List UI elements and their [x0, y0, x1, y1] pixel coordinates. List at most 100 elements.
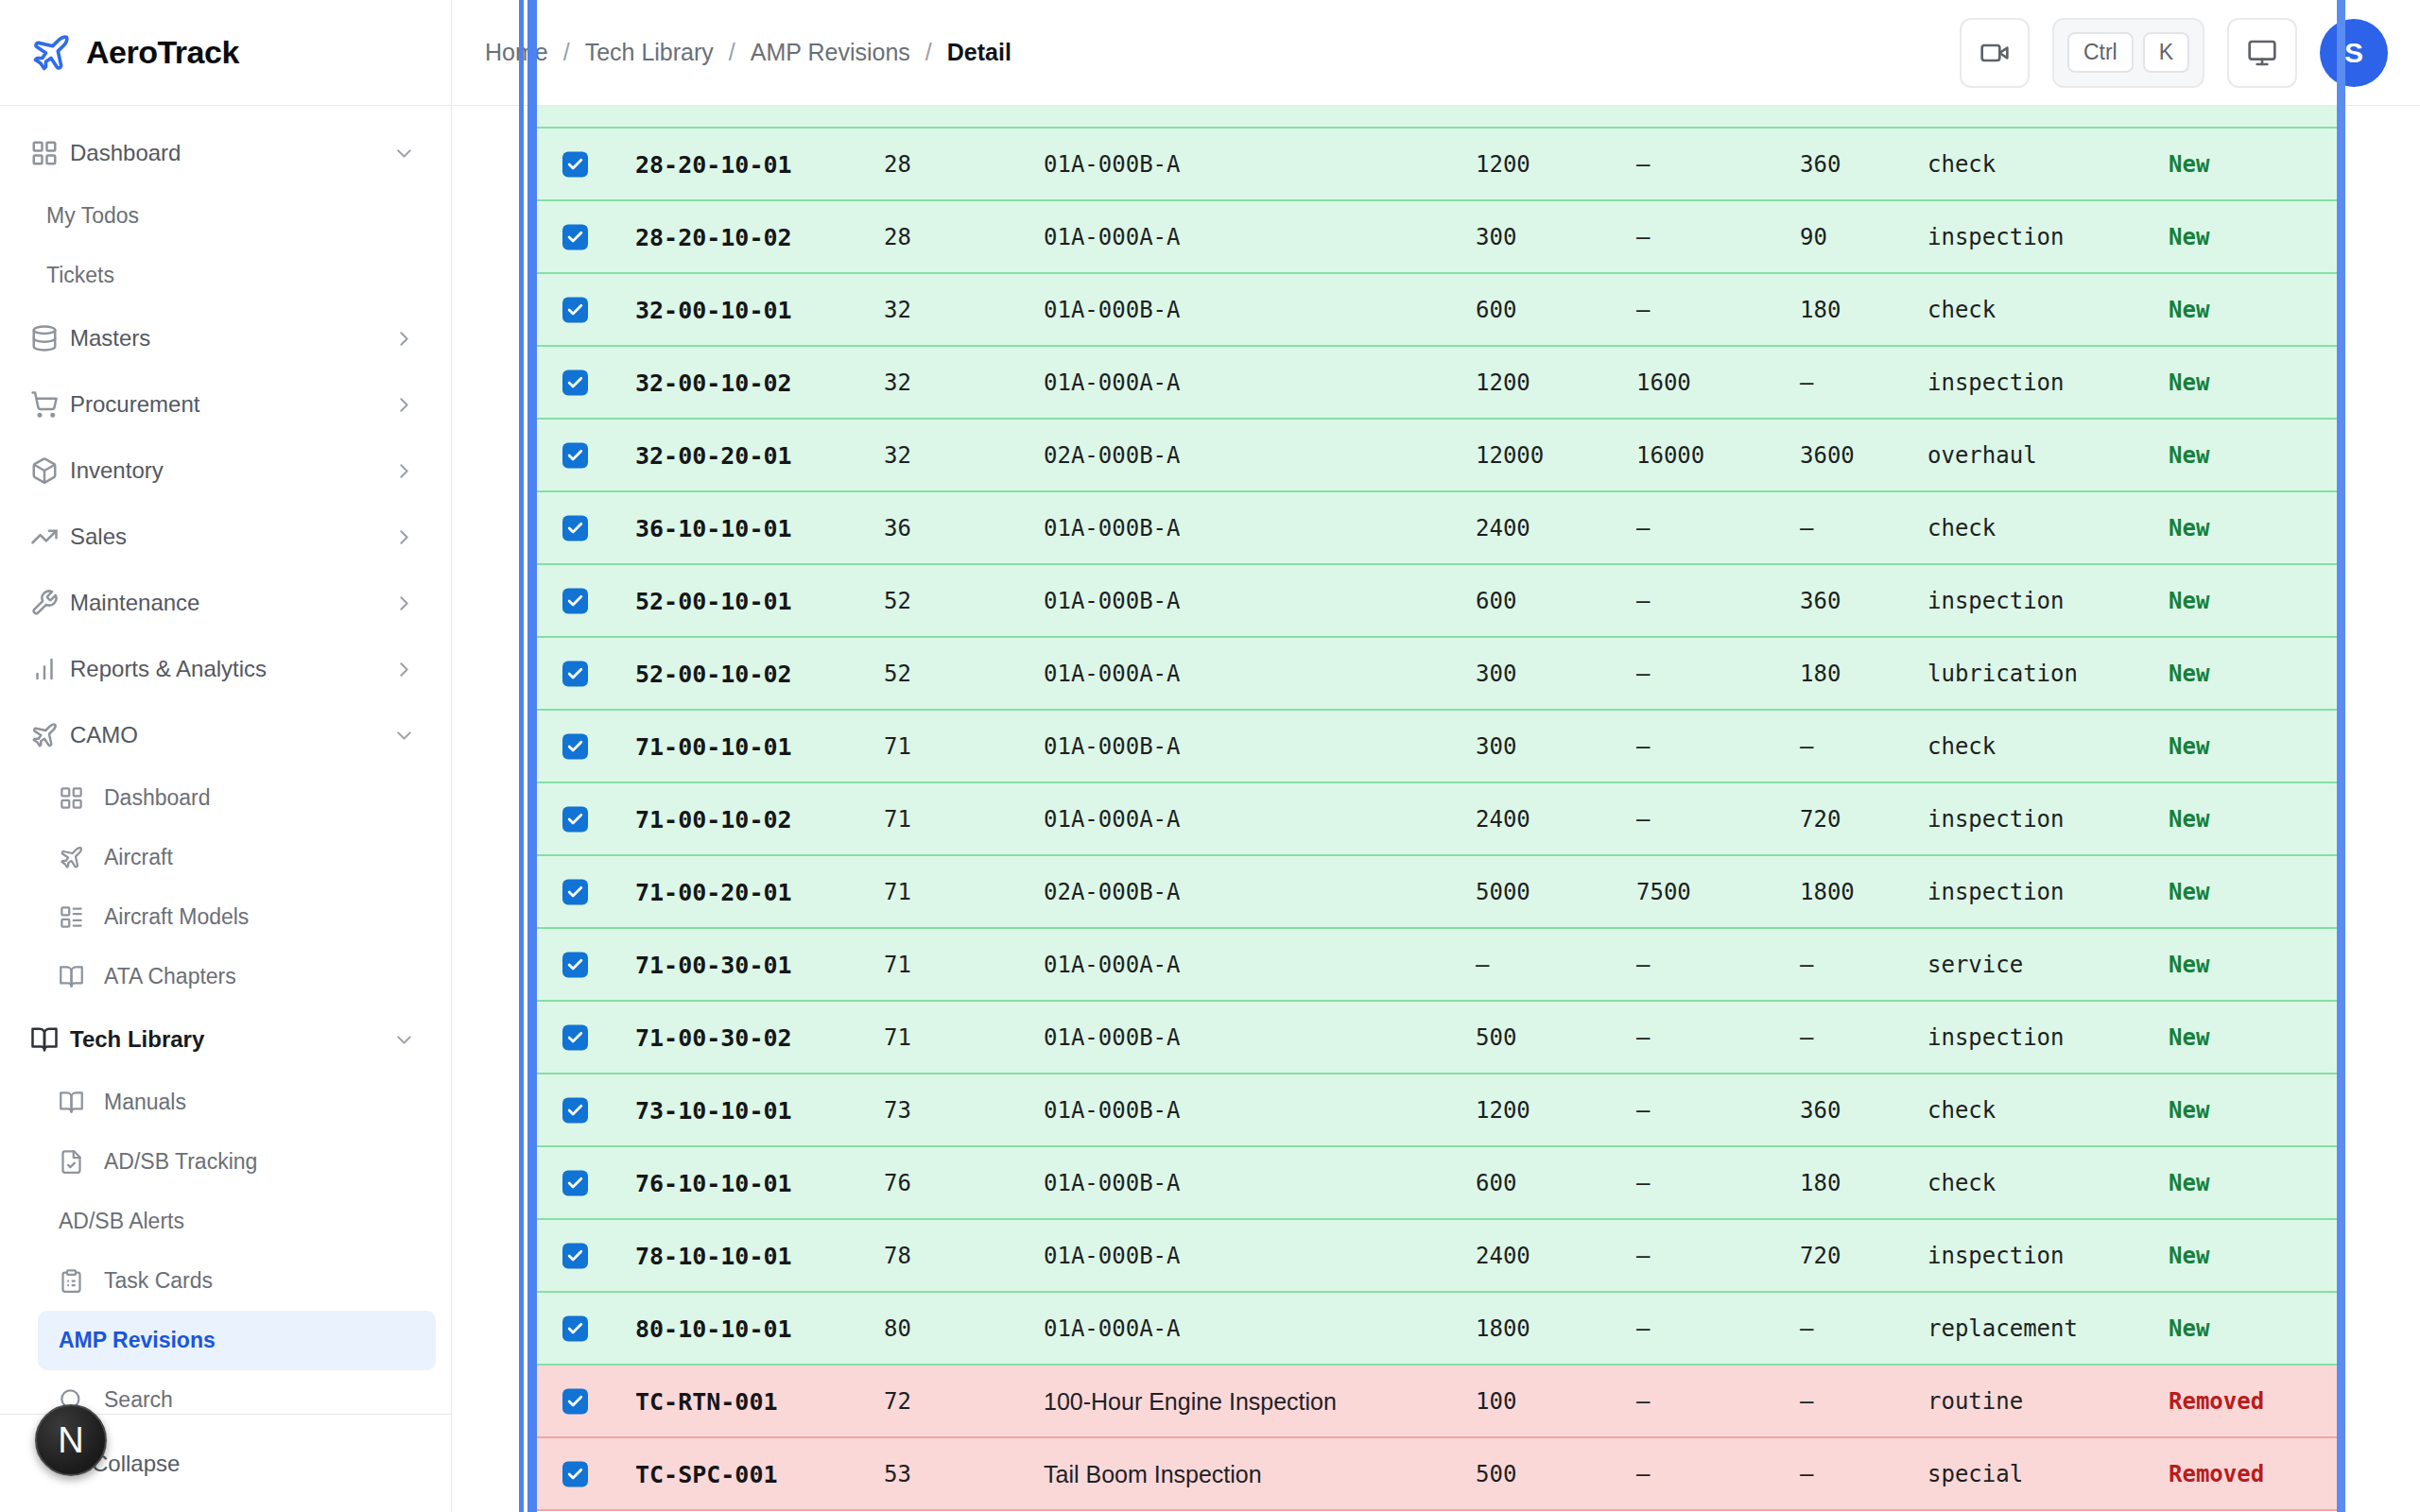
table-row[interactable]: 71-00-10-027101A-000A-A2400–720inspectio…: [537, 783, 2337, 856]
table-row[interactable]: 32-00-10-013201A-000B-A600–180checkNew: [537, 274, 2337, 347]
sidebar-item-procurement[interactable]: Procurement: [0, 371, 451, 438]
chevron-right-icon: [392, 525, 416, 549]
breadcrumb-item-tech-library[interactable]: Tech Library: [585, 39, 714, 66]
sidebar-item-label: Aircraft: [104, 845, 173, 870]
sidebar-item-inventory[interactable]: Inventory: [0, 438, 451, 504]
sidebar-item-manuals[interactable]: Manuals: [0, 1073, 451, 1132]
row-checkbox[interactable]: [562, 442, 588, 468]
row-checkbox[interactable]: [562, 1315, 588, 1341]
row-checkbox[interactable]: [562, 1243, 588, 1268]
row-checkbox[interactable]: [562, 661, 588, 686]
row-checkbox[interactable]: [562, 588, 588, 613]
interval-cycles-cell: –: [1636, 151, 1650, 178]
chevron-right-icon: [392, 393, 416, 417]
table-row[interactable]: 28-20-10-022801A-000A-A300–90inspectionN…: [537, 201, 2337, 274]
chevron-right-icon: [392, 327, 416, 351]
user-avatar[interactable]: S: [2320, 19, 2388, 87]
sidebar-item-camo-dashboard[interactable]: Dashboard: [0, 768, 451, 828]
sidebar-item-ata-chapters[interactable]: ATA Chapters: [0, 947, 451, 1006]
interval-days-cell: 90: [1800, 224, 1827, 250]
table-row[interactable]: TC-SPC-00153Tail Boom Inspection500––spe…: [537, 1438, 2337, 1511]
row-checkbox[interactable]: [562, 151, 588, 177]
sidebar-item-aircraft[interactable]: Aircraft: [0, 828, 451, 887]
reference-cell: 01A-000A-A: [1044, 369, 1181, 396]
breadcrumb-item-amp-revisions[interactable]: AMP Revisions: [751, 39, 910, 66]
video-call-button[interactable]: [1960, 18, 2030, 88]
table-row[interactable]: 78-10-10-017801A-000B-A2400–720inspectio…: [537, 1220, 2337, 1293]
clipped-table-row: [537, 106, 2337, 129]
sidebar-item-reports-analytics[interactable]: Reports & Analytics: [0, 636, 451, 702]
table-row[interactable]: 28-20-10-012801A-000B-A1200–360checkNew: [537, 129, 2337, 201]
sidebar-item-dashboard[interactable]: Dashboard: [0, 120, 451, 186]
table-row[interactable]: TC-RTN-00172100-Hour Engine Inspection10…: [537, 1366, 2337, 1438]
chapter-cell: 32: [884, 369, 911, 396]
table-row[interactable]: 71-00-30-017101A-000A-A–––serviceNew: [537, 929, 2337, 1002]
table-row[interactable]: 52-00-10-025201A-000A-A300–180lubricatio…: [537, 638, 2337, 711]
sidebar-item-ad-sb-alerts[interactable]: AD/SB Alerts: [0, 1192, 451, 1251]
table-row[interactable]: 71-00-10-017101A-000B-A300––checkNew: [537, 711, 2337, 783]
table-row[interactable]: 32-00-10-023201A-000A-A12001600–inspecti…: [537, 347, 2337, 420]
nextjs-dev-badge[interactable]: N: [35, 1404, 107, 1476]
sidebar-item-tech-library[interactable]: Tech Library: [0, 1006, 451, 1073]
row-checkbox[interactable]: [562, 297, 588, 322]
clipboard-icon: [59, 1268, 84, 1294]
check-icon: [566, 1028, 584, 1046]
monitor-icon: [2247, 38, 2277, 68]
sidebar-item-label: AMP Revisions: [59, 1328, 216, 1353]
status-badge: New: [2169, 515, 2209, 541]
table-row[interactable]: 36-10-10-013601A-000B-A2400––checkNew: [537, 492, 2337, 565]
task-type-cell: check: [1927, 515, 1996, 541]
row-checkbox[interactable]: [562, 806, 588, 832]
row-checkbox[interactable]: [562, 1170, 588, 1195]
sidebar-item-ad-sb-tracking[interactable]: AD/SB Tracking: [0, 1132, 451, 1192]
task-type-cell: special: [1927, 1461, 2023, 1487]
table-row[interactable]: 73-10-10-017301A-000B-A1200–360checkNew: [537, 1074, 2337, 1147]
row-checkbox[interactable]: [562, 1388, 588, 1414]
row-checkbox[interactable]: [562, 1461, 588, 1486]
table-row[interactable]: 71-00-30-027101A-000B-A500––inspectionNe…: [537, 1002, 2337, 1074]
sidebar-item-label: Reports & Analytics: [70, 656, 267, 682]
sidebar-item-aircraft-models[interactable]: Aircraft Models: [0, 887, 451, 947]
sidebar-item-amp-revisions[interactable]: AMP Revisions: [38, 1311, 436, 1370]
sidebar-item-maintenance[interactable]: Maintenance: [0, 570, 451, 636]
reference-cell: 100-Hour Engine Inspection: [1044, 1387, 1337, 1415]
command-palette-button[interactable]: Ctrl K: [2052, 18, 2204, 88]
row-checkbox[interactable]: [562, 733, 588, 759]
task-type-cell: check: [1927, 1170, 1996, 1196]
table-row[interactable]: 32-00-20-013202A-000B-A12000160003600ove…: [537, 420, 2337, 492]
chevron-right-icon: [392, 393, 416, 417]
chevron-right-icon: [392, 658, 416, 681]
task-type-cell: lubrication: [1927, 661, 2078, 687]
sidebar: AeroTrack DashboardMy TodosTicketsMaster…: [0, 0, 452, 1512]
row-checkbox[interactable]: [562, 1097, 588, 1123]
row-checkbox[interactable]: [562, 879, 588, 904]
sidebar-item-tickets[interactable]: Tickets: [0, 246, 451, 305]
check-icon: [566, 955, 584, 973]
check-icon: [566, 737, 584, 755]
check-icon: [566, 1392, 584, 1410]
table-row[interactable]: 76-10-10-017601A-000B-A600–180checkNew: [537, 1147, 2337, 1220]
sidebar-item-task-cards[interactable]: Task Cards: [0, 1251, 451, 1311]
sidebar-item-sales[interactable]: Sales: [0, 504, 451, 570]
table-row[interactable]: 80-10-10-018001A-000A-A1800––replacement…: [537, 1293, 2337, 1366]
row-checkbox[interactable]: [562, 515, 588, 541]
row-checkbox[interactable]: [562, 224, 588, 249]
display-mode-button[interactable]: [2227, 18, 2297, 88]
row-checkbox[interactable]: [562, 1024, 588, 1050]
app-logo[interactable]: AeroTrack: [0, 0, 451, 106]
sidebar-item-label: Tickets: [46, 263, 114, 288]
task-type-cell: replacement: [1927, 1315, 2078, 1342]
sidebar-item-masters[interactable]: Masters: [0, 305, 451, 371]
sidebar-item-label: AD/SB Alerts: [59, 1209, 184, 1234]
row-checkbox[interactable]: [562, 369, 588, 395]
file-check-icon: [59, 1149, 84, 1175]
table-row[interactable]: 71-00-20-017102A-000B-A500075001800inspe…: [537, 856, 2337, 929]
row-checkbox[interactable]: [562, 952, 588, 977]
sidebar-item-camo[interactable]: CAMO: [0, 702, 451, 768]
breadcrumb-item-home[interactable]: Home: [485, 39, 548, 66]
table-row[interactable]: 52-00-10-015201A-000B-A600–360inspection…: [537, 565, 2337, 638]
sidebar-item-my-todos[interactable]: My Todos: [0, 186, 451, 246]
status-badge: New: [2169, 952, 2209, 978]
breadcrumb: Home/Tech Library/AMP Revisions/Detail: [485, 39, 1011, 66]
chapter-cell: 71: [884, 733, 911, 760]
